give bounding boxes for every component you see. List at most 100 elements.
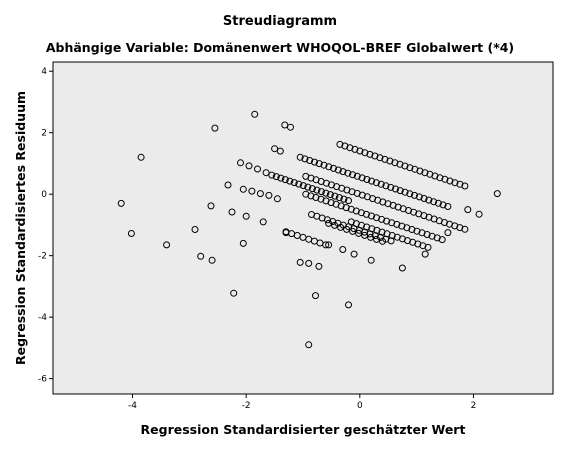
data-point <box>191 226 199 233</box>
data-point <box>207 202 215 210</box>
data-point <box>464 206 472 214</box>
data-point <box>265 191 273 199</box>
data-point <box>305 259 313 267</box>
data-point <box>256 190 264 198</box>
data-point <box>367 233 375 241</box>
data-point <box>391 159 399 167</box>
data-point <box>327 199 335 207</box>
data-point <box>336 140 344 148</box>
data-point <box>377 180 385 188</box>
x-tick-label: -2 <box>242 401 251 411</box>
data-point <box>349 227 357 235</box>
data-point <box>421 169 429 177</box>
data-point <box>197 252 205 260</box>
data-point <box>295 180 303 188</box>
data-point <box>425 196 433 204</box>
data-point <box>401 162 409 170</box>
data-point <box>376 154 384 162</box>
data-point <box>372 179 380 187</box>
data-point <box>325 163 333 171</box>
data-point <box>357 209 365 217</box>
data-point <box>396 160 404 168</box>
data-point <box>493 190 501 198</box>
data-point <box>330 164 337 172</box>
data-point <box>301 155 309 163</box>
data-point <box>325 241 333 249</box>
data-point <box>311 158 318 166</box>
data-point <box>378 215 386 223</box>
x-tick-label: -4 <box>128 401 137 411</box>
data-points <box>117 110 501 349</box>
data-point <box>361 231 369 239</box>
data-point <box>313 186 321 194</box>
data-point <box>273 195 281 203</box>
data-point <box>349 171 357 179</box>
data-point <box>325 219 333 227</box>
data-point <box>272 173 280 181</box>
data-point <box>299 182 307 190</box>
data-point <box>398 264 406 272</box>
data-point <box>335 194 343 202</box>
data-point <box>308 185 316 193</box>
data-point <box>127 230 135 237</box>
data-point <box>239 239 247 247</box>
data-point <box>392 185 399 193</box>
data-point <box>456 180 464 188</box>
data-point <box>224 181 232 189</box>
data-point <box>379 237 386 245</box>
data-point <box>420 195 428 202</box>
data-point <box>358 174 366 182</box>
data-point <box>441 175 449 183</box>
data-point <box>438 236 446 244</box>
data-point <box>413 227 421 235</box>
data-point <box>117 199 125 207</box>
data-point <box>433 234 441 242</box>
y-tick-label: 0 <box>41 190 47 200</box>
data-point <box>317 188 325 196</box>
data-point <box>421 250 429 258</box>
data-point <box>396 187 404 195</box>
y-tick-label: -6 <box>38 375 47 385</box>
data-point <box>305 341 313 349</box>
data-point <box>276 147 284 155</box>
data-point <box>368 177 376 185</box>
data-point <box>461 182 469 190</box>
data-point <box>461 225 469 233</box>
data-point <box>411 191 418 199</box>
data-point <box>317 195 325 203</box>
data-point <box>368 212 375 220</box>
data-point <box>361 149 369 157</box>
data-point <box>444 203 452 210</box>
x-tick-label: 2 <box>471 401 477 411</box>
data-point <box>401 188 409 196</box>
data-point <box>416 167 424 175</box>
data-point <box>287 123 294 131</box>
x-axis-label: Regression Standardisierter geschätzter … <box>141 422 466 437</box>
data-point <box>268 171 276 179</box>
data-point <box>248 187 256 195</box>
data-point <box>436 174 444 182</box>
data-point <box>356 147 364 155</box>
data-point <box>430 198 438 206</box>
data-point <box>344 169 352 177</box>
chart-title: Streudiagramm <box>223 14 337 29</box>
data-point <box>347 205 355 213</box>
data-point <box>228 208 236 216</box>
y-tick-label: 4 <box>41 67 47 77</box>
data-point <box>363 176 371 183</box>
data-point <box>211 124 219 132</box>
data-point <box>304 183 312 191</box>
data-point <box>346 144 354 152</box>
data-point <box>259 218 267 226</box>
data-point <box>137 153 145 161</box>
data-point <box>350 250 358 258</box>
data-point <box>406 164 414 172</box>
data-point <box>254 165 261 173</box>
data-point <box>337 223 345 231</box>
data-point <box>373 235 380 243</box>
y-tick-label: 2 <box>41 129 47 139</box>
data-point <box>366 150 374 158</box>
y-tick-label: -4 <box>38 313 47 323</box>
data-point <box>403 224 411 232</box>
